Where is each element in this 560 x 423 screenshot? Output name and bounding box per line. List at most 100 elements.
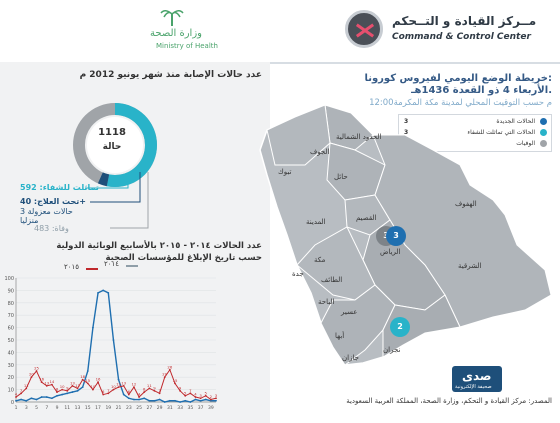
region-northern-borders-1: الحدود الشمالية [336, 133, 382, 141]
series-0-point [56, 394, 58, 397]
y-tick-label: 30 [8, 363, 14, 369]
series-1-data-label: 26 [167, 364, 172, 369]
series-1-point [163, 376, 166, 379]
chart-legend-2014-swatch [126, 265, 138, 267]
series-1-data-label: 3 [199, 393, 202, 398]
map-legend-recovered-dot [540, 129, 547, 136]
series-0-point [50, 397, 53, 400]
series-0-point [30, 397, 33, 400]
region-jazan: جازان [342, 354, 359, 362]
series-1-point [30, 376, 33, 379]
map-legend-new-label: الحالات الجديدة [496, 118, 535, 125]
series-0-point [40, 396, 43, 398]
series-1-point [20, 392, 23, 395]
donut-center [87, 117, 143, 173]
weekly-title-line2: حسب تاريخ الإبلاغ للمؤسسات الصحية [105, 253, 262, 263]
y-tick-label: 90 [8, 288, 14, 294]
series-1-data-label: 14 [49, 379, 54, 384]
region-taif: الطائف [321, 276, 343, 284]
region-eastern: الشرقية [458, 262, 482, 270]
series-0-point [92, 326, 94, 329]
sada-logo-text: صدى [462, 369, 492, 383]
x-tick-label: 31 [167, 405, 173, 411]
y-tick-label: 40 [8, 350, 14, 356]
series-0-point [153, 399, 156, 402]
series-1-point [209, 398, 212, 401]
x-tick-label: 7 [45, 405, 48, 411]
y-tick-label: 10 [8, 388, 14, 394]
series-1-data-label: 18 [80, 374, 85, 379]
series-0-point [168, 399, 171, 402]
series-1-point [138, 396, 140, 398]
series-1-data-label: 7 [20, 388, 23, 393]
y-tick-label: 50 [8, 338, 14, 344]
series-1-data-label: 15 [173, 378, 178, 383]
series-0-point [81, 386, 84, 389]
donut-leader-lines [85, 172, 149, 229]
series-1-point [127, 393, 130, 396]
riyadh-new-cases-pin: 3 [386, 226, 406, 246]
x-tick-label: 1 [15, 405, 18, 411]
series-1-data-label: 8 [143, 387, 146, 392]
y-tick-label: 60 [8, 326, 14, 332]
najran-new-cases-pin: 2 [390, 317, 410, 337]
series-1-point [50, 383, 53, 386]
series-0-point [61, 393, 64, 396]
series-1-data-label: 11 [147, 383, 152, 388]
series-1-data-label: 16 [96, 377, 101, 382]
series-1-point [179, 389, 182, 392]
series-1-point [158, 392, 161, 395]
series-1-point [56, 391, 58, 393]
cases-title: عدد حالات الإصابة منذ شهر يونيو 2012 م [79, 70, 262, 80]
series-0-point [179, 401, 182, 403]
series-1-point [215, 397, 217, 400]
y-tick-label: 70 [8, 313, 14, 319]
series-0-point [174, 399, 176, 402]
region-asir: عسير [341, 308, 358, 316]
series-1-data-label: 4 [194, 392, 197, 397]
series-1-data-label: 4 [15, 392, 18, 397]
series-0-point [158, 398, 161, 401]
series-1-point [199, 397, 202, 400]
series-0-point [66, 392, 69, 395]
series-0-point [163, 401, 166, 403]
series-0-point [86, 370, 89, 372]
x-tick-label: 5 [35, 405, 38, 411]
series-0-point [138, 398, 140, 401]
series-0-point [189, 401, 192, 403]
x-tick-label: 33 [177, 405, 183, 411]
x-tick-label: 15 [85, 405, 91, 411]
x-tick-label: 19 [105, 405, 111, 411]
series-1-data-label: 3 [215, 393, 218, 398]
series-1-data-label: 13 [121, 380, 126, 385]
x-tick-label: 3 [25, 405, 28, 411]
series-0-point [20, 398, 23, 401]
series-1-data-label: 9 [179, 385, 182, 390]
series-1-point [112, 388, 115, 391]
series-0-point [45, 396, 48, 398]
region-baha: الباحة [318, 298, 335, 306]
command-center-title-en: Command & Control Center [392, 32, 531, 42]
series-1-data-label: 7 [107, 388, 110, 393]
series-1-data-label: 9 [153, 385, 156, 390]
series-1-point [133, 386, 135, 389]
header-bar [0, 0, 560, 64]
map-legend-recovered: 3 الحالات التي تماثلت للشفاء [399, 127, 551, 138]
series-1-point [25, 387, 28, 390]
x-tick-label: 13 [75, 405, 81, 411]
series-1-data-label: 11 [24, 383, 29, 388]
x-tick-label: 17 [95, 405, 101, 411]
series-1-data-label: 11 [75, 383, 80, 388]
series-0-point [15, 399, 17, 402]
series-1-data-label: 13 [70, 380, 75, 385]
series-0-point [97, 291, 99, 294]
series-1-data-label: 7 [189, 388, 192, 393]
series-1-data-label: 10 [111, 384, 116, 389]
x-tick-label: 39 [208, 405, 214, 411]
series-1-point [204, 394, 207, 397]
x-tick-label: 25 [136, 405, 142, 411]
chart-legend-2014-label: ٢٠١٤ [104, 260, 120, 268]
series-1-point [66, 389, 69, 392]
series-1-point [61, 388, 64, 391]
